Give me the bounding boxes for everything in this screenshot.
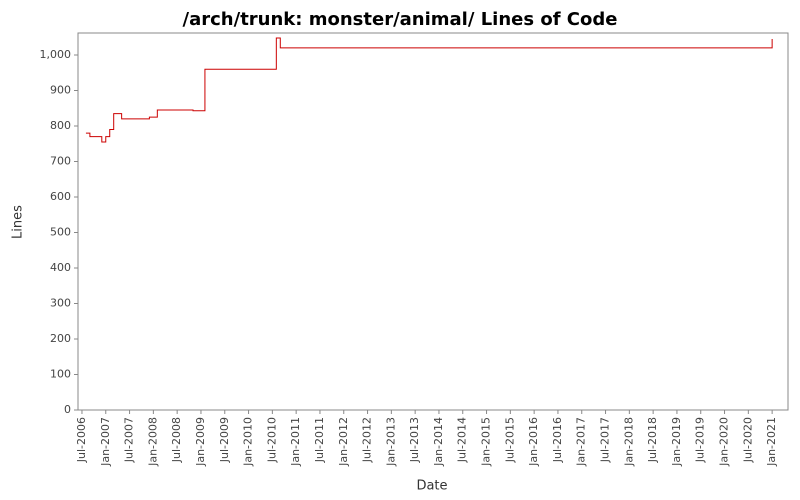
x-tick-label: Jul-2012 [361, 417, 374, 463]
x-tick-label: Jul-2016 [551, 417, 564, 463]
x-tick-label: Jul-2007 [123, 417, 136, 463]
chart-title: /arch/trunk: monster/animal/ Lines of Co… [183, 9, 618, 30]
x-tick-label: Jan-2020 [718, 417, 731, 467]
x-tick-label: Jan-2017 [575, 417, 588, 467]
x-tick-label: Jul-2019 [694, 417, 707, 463]
y-tick-label: 200 [50, 332, 71, 345]
y-tick-label: 1,000 [40, 48, 72, 61]
x-tick-label: Jan-2015 [480, 417, 493, 467]
x-tick-label: Jan-2007 [99, 417, 112, 467]
x-tick-label: Jan-2021 [765, 417, 778, 467]
x-tick-label: Jul-2015 [503, 417, 516, 463]
y-tick-label: 600 [50, 190, 71, 203]
x-tick-label: Jul-2010 [265, 417, 278, 463]
plot-area [77, 32, 789, 411]
x-tick-label: Jan-2014 [432, 417, 445, 467]
y-tick-label: 100 [50, 368, 71, 381]
y-tick-label: 300 [50, 297, 71, 310]
x-axis-label: Date [416, 479, 447, 494]
y-tick-label: 800 [50, 119, 71, 132]
y-tick-label: 900 [50, 84, 71, 97]
x-tick-label: Jan-2018 [622, 417, 635, 467]
x-tick-label: Jul-2014 [456, 417, 469, 463]
x-tick-label: Jul-2018 [646, 417, 659, 463]
x-tick-label: Jul-2017 [599, 417, 612, 463]
x-tick-label: Jul-2006 [75, 417, 88, 463]
x-tick-label: Jul-2013 [408, 417, 421, 463]
x-tick-label: Jul-2020 [741, 417, 754, 463]
x-tick-label: Jan-2010 [242, 417, 255, 467]
x-tick-label: Jan-2009 [194, 417, 207, 467]
x-tick-label: Jul-2009 [218, 417, 231, 463]
y-tick-label: 700 [50, 155, 71, 168]
data-line [85, 37, 773, 143]
x-tick-label: Jan-2016 [527, 417, 540, 467]
y-tick-label: 400 [50, 261, 71, 274]
x-tick-label: Jan-2008 [146, 417, 159, 467]
x-tick-label: Jul-2011 [313, 417, 326, 463]
x-tick-label: Jan-2011 [289, 417, 302, 467]
y-tick-label: 500 [50, 226, 71, 239]
x-tick-label: Jan-2019 [670, 417, 683, 467]
x-tick-label: Jul-2008 [170, 417, 183, 463]
x-tick-label: Jan-2012 [337, 417, 350, 467]
y-axis-label: Lines [11, 205, 26, 239]
y-tick-label: 0 [64, 403, 71, 416]
x-tick-label: Jan-2013 [384, 417, 397, 467]
